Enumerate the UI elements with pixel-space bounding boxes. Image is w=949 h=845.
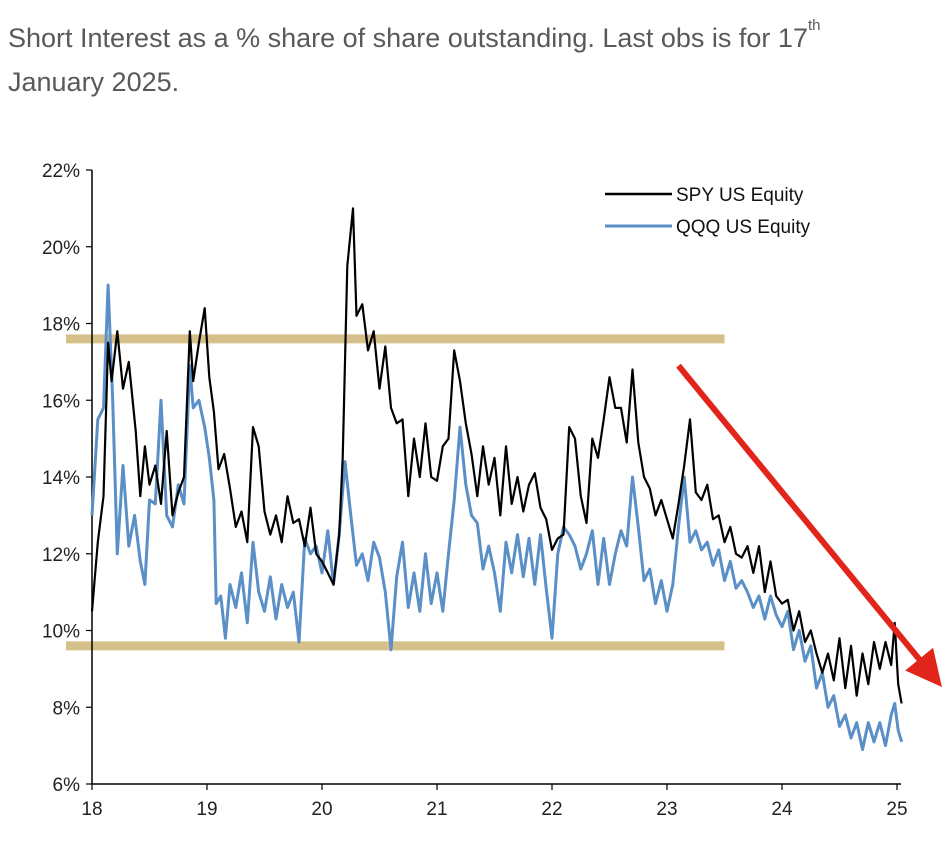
x-tick-label: 18 — [81, 799, 102, 820]
y-tick-label: 6% — [53, 775, 81, 796]
series-line-spy — [90, 207, 903, 704]
x-tick-label: 24 — [771, 799, 793, 820]
chart-axes: 22% 20% 18% 16% 14% 12% 10% 8% 6%18 19 20 21 22 23 24 2… — [42, 161, 908, 820]
chart-title-line1: Short Interest as a % share of share out… — [8, 23, 808, 53]
reference-bands — [66, 334, 725, 651]
series-line-qqq — [90, 283, 904, 751]
x-tick-label: 22 — [541, 799, 562, 820]
x-tick-label: 20 — [311, 799, 332, 820]
y-tick-label: 20% — [42, 238, 80, 259]
legend-label-qqq: QQQ US Equity — [676, 217, 811, 238]
y-tick-label: 18% — [42, 315, 80, 336]
y-tick-label: 14% — [42, 468, 80, 489]
chart-series — [90, 207, 904, 751]
x-tick-label: 25 — [886, 799, 907, 820]
y-tick-label: 12% — [42, 545, 80, 566]
x-tick-label: 23 — [656, 799, 677, 820]
x-tick-label: 19 — [196, 799, 217, 820]
chart-legend: SPY US Equity QQQ US Equity — [605, 185, 811, 238]
y-tick-label: 10% — [42, 622, 80, 643]
chart-annotations — [676, 363, 942, 687]
chart-title: Short Interest as a % share of share out… — [8, 16, 938, 104]
y-tick-label: 22% — [42, 161, 80, 182]
y-tick-label: 16% — [42, 391, 80, 412]
y-tick-label: 8% — [53, 698, 81, 719]
chart-title-superscript: th — [807, 17, 821, 34]
legend-label-spy: SPY US Equity — [676, 185, 804, 206]
chart-title-line2: January 2025. — [8, 67, 180, 97]
trend-arrow — [676, 363, 942, 687]
x-tick-label: 21 — [426, 799, 447, 820]
